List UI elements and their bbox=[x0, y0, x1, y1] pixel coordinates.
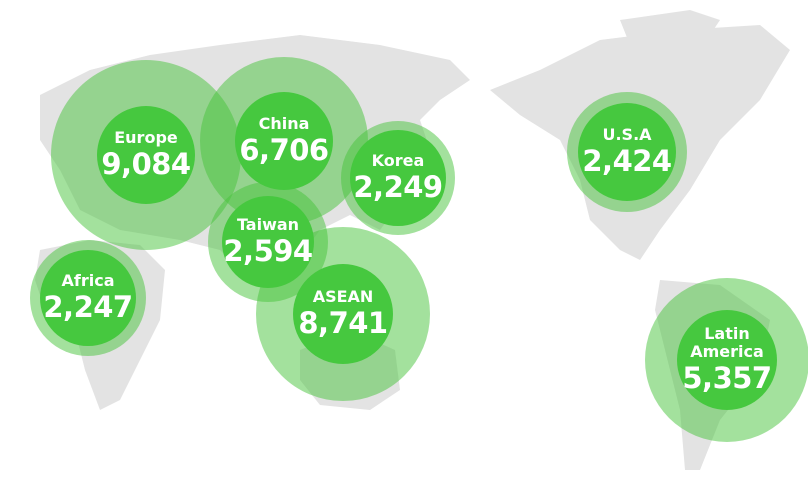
china-label: China bbox=[258, 114, 310, 133]
latin-america-value: 5,357 bbox=[682, 361, 772, 395]
korea-bubble: Korea 2,249 bbox=[350, 130, 446, 226]
usa-label: U.S.A bbox=[602, 125, 652, 144]
europe-bubble: Europe 9,084 bbox=[97, 106, 195, 204]
africa-value: 2,247 bbox=[43, 290, 133, 324]
china-value: 6,706 bbox=[239, 133, 329, 167]
africa-label: Africa bbox=[61, 271, 115, 290]
europe-value: 9,084 bbox=[101, 147, 191, 181]
usa-value: 2,424 bbox=[582, 144, 672, 178]
usa-bubble: U.S.A 2,424 bbox=[578, 103, 676, 201]
asean-bubble: ASEAN 8,741 bbox=[293, 264, 393, 364]
korea-value: 2,249 bbox=[353, 170, 443, 204]
greenland-landmass bbox=[620, 10, 720, 60]
europe-label: Europe bbox=[114, 128, 178, 147]
korea-label: Korea bbox=[371, 151, 425, 170]
asean-value: 8,741 bbox=[298, 306, 388, 340]
china-bubble: China 6,706 bbox=[235, 92, 333, 190]
taiwan-bubble: Taiwan 2,594 bbox=[222, 196, 314, 288]
taiwan-label: Taiwan bbox=[236, 215, 300, 234]
latin-america-bubble: Latin America 5,357 bbox=[677, 310, 777, 410]
africa-bubble: Africa 2,247 bbox=[40, 250, 136, 346]
taiwan-value: 2,594 bbox=[223, 234, 313, 268]
latin-america-label: Latin America bbox=[690, 324, 764, 361]
asean-label: ASEAN bbox=[312, 287, 374, 306]
